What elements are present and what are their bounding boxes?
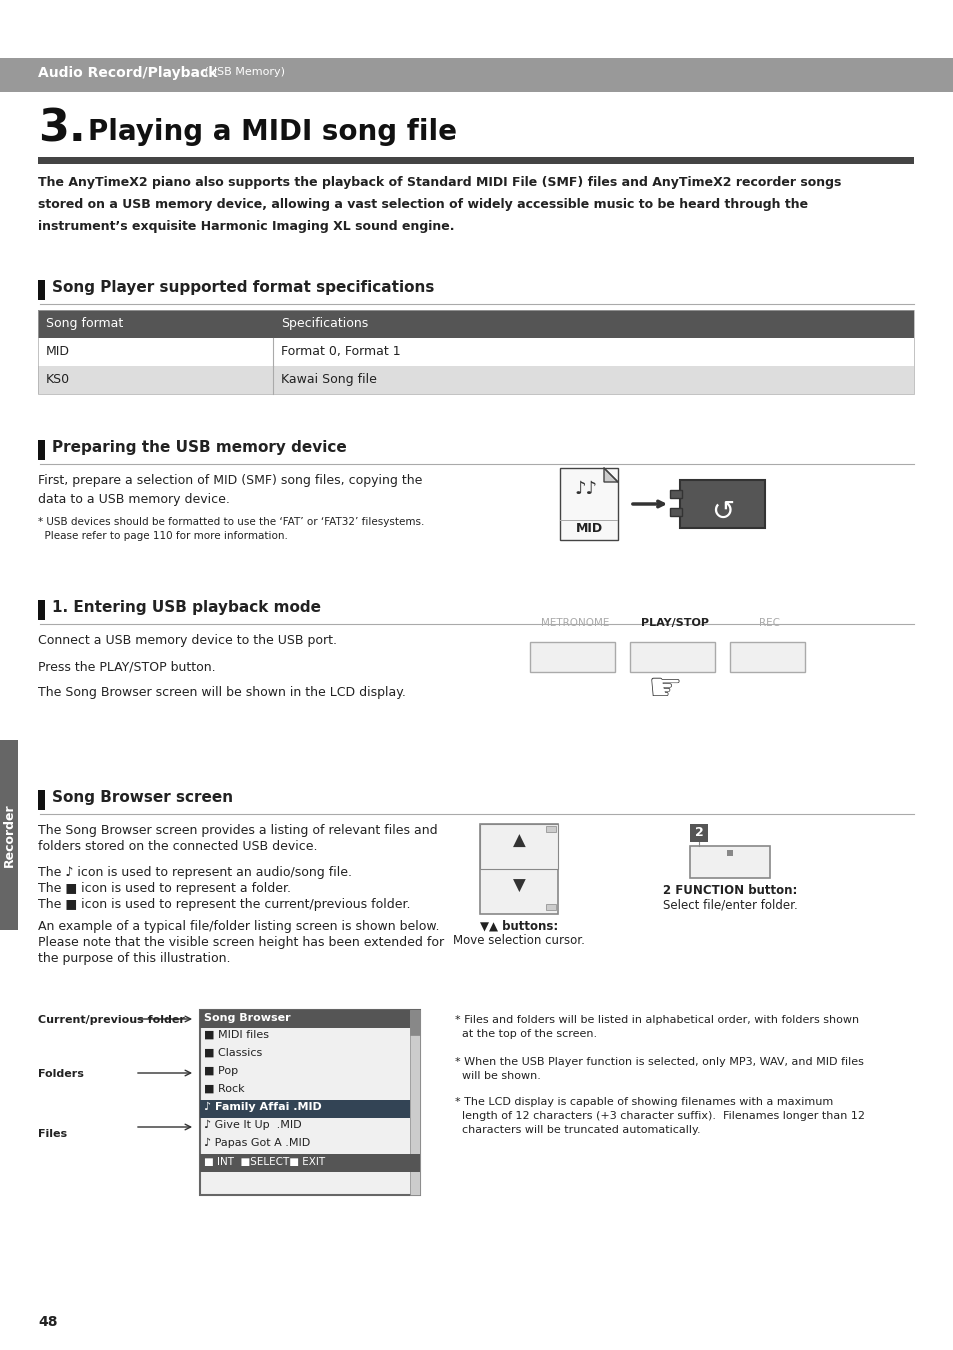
Text: ■ Classics: ■ Classics: [204, 1048, 262, 1058]
Bar: [0, 740, 18, 930]
Bar: [545, 826, 556, 832]
Text: First, prepare a selection of MID (SMF) song files, copying the: First, prepare a selection of MID (SMF) …: [38, 474, 422, 487]
Text: Current/previous folder: Current/previous folder: [38, 1015, 185, 1025]
Text: characters will be truncated automatically.: characters will be truncated automatical…: [455, 1125, 700, 1135]
Text: Please refer to page 110 for more information.: Please refer to page 110 for more inform…: [38, 531, 288, 541]
Text: The Song Browser screen provides a listing of relevant files and: The Song Browser screen provides a listi…: [38, 824, 437, 837]
Text: ■ INT  ■SELECT■ EXIT: ■ INT ■SELECT■ EXIT: [204, 1157, 325, 1166]
Text: at the top of the screen.: at the top of the screen.: [455, 1029, 597, 1040]
Text: Playing a MIDI song file: Playing a MIDI song file: [88, 117, 456, 146]
Text: Folders: Folders: [38, 1069, 84, 1079]
Text: Song Player supported format specifications: Song Player supported format specificati…: [52, 279, 434, 296]
Text: Audio Record/Playback: Audio Record/Playback: [38, 66, 217, 80]
Text: PLAY/STOP: PLAY/STOP: [640, 618, 708, 628]
Bar: [38, 157, 913, 163]
Text: REC: REC: [759, 618, 780, 628]
Text: Move selection cursor.: Move selection cursor.: [453, 934, 584, 946]
Text: data to a USB memory device.: data to a USB memory device.: [38, 493, 230, 506]
Polygon shape: [603, 468, 618, 482]
Text: Press the PLAY/STOP button.: Press the PLAY/STOP button.: [38, 660, 215, 674]
Bar: [679, 481, 764, 528]
Text: The Song Browser screen will be shown in the LCD display.: The Song Browser screen will be shown in…: [38, 686, 405, 699]
Text: KS0: KS0: [46, 373, 71, 386]
Text: Preparing the USB memory device: Preparing the USB memory device: [52, 440, 346, 455]
Text: ♪ Give It Up  .MID: ♪ Give It Up .MID: [204, 1120, 301, 1130]
Text: Select file/enter folder.: Select file/enter folder.: [662, 898, 797, 911]
Text: * When the USB Player function is selected, only MP3, WAV, and MID files: * When the USB Player function is select…: [455, 1057, 863, 1066]
Bar: [38, 599, 45, 620]
Bar: [530, 643, 615, 672]
Text: folders stored on the connected USB device.: folders stored on the connected USB devi…: [38, 840, 317, 853]
Text: ♪ Family Affai .MID: ♪ Family Affai .MID: [204, 1102, 321, 1112]
Text: Please note that the visible screen height has been extended for: Please note that the visible screen heig…: [38, 936, 444, 949]
Text: * USB devices should be formatted to use the ‘FAT’ or ‘FAT32’ filesystems.: * USB devices should be formatted to use…: [38, 517, 424, 526]
Text: ▼: ▼: [512, 878, 525, 895]
Bar: [38, 338, 913, 366]
Text: Format 0, Format 1: Format 0, Format 1: [281, 346, 400, 358]
Text: The ■ icon is used to represent a folder.: The ■ icon is used to represent a folder…: [38, 882, 291, 895]
Text: An example of a typical file/folder listing screen is shown below.: An example of a typical file/folder list…: [38, 919, 439, 933]
Text: * Files and folders will be listed in alphabetical order, with folders shown: * Files and folders will be listed in al…: [455, 1015, 859, 1025]
Bar: [669, 508, 681, 516]
Text: length of 12 characters (+3 character suffix).  Filenames longer than 12: length of 12 characters (+3 character su…: [455, 1111, 864, 1120]
Bar: [38, 790, 45, 810]
Bar: [689, 824, 707, 842]
Text: Song Browser screen: Song Browser screen: [52, 790, 233, 805]
Bar: [629, 643, 714, 672]
Text: The ■ icon is used to represent the current/previous folder.: The ■ icon is used to represent the curr…: [38, 898, 410, 911]
Text: * The LCD display is capable of showing filenames with a maximum: * The LCD display is capable of showing …: [455, 1098, 832, 1107]
Text: stored on a USB memory device, allowing a vast selection of widely accessible mu: stored on a USB memory device, allowing …: [38, 198, 807, 211]
Bar: [479, 824, 558, 869]
Bar: [200, 1010, 419, 1027]
Bar: [559, 468, 618, 540]
Text: ■ Rock: ■ Rock: [204, 1084, 244, 1094]
Bar: [200, 1010, 419, 1195]
Text: Files: Files: [38, 1129, 67, 1139]
Text: ■ MIDI files: ■ MIDI files: [204, 1030, 269, 1040]
Text: ♪ Papas Got A .MID: ♪ Papas Got A .MID: [204, 1138, 310, 1149]
Text: the purpose of this illustration.: the purpose of this illustration.: [38, 952, 231, 965]
Text: Specifications: Specifications: [281, 317, 368, 329]
Bar: [479, 824, 558, 914]
Text: ☞: ☞: [647, 670, 682, 707]
Text: (USB Memory): (USB Memory): [201, 68, 285, 77]
Bar: [38, 310, 913, 338]
Text: MID: MID: [46, 346, 70, 358]
Text: Song Browser: Song Browser: [204, 1012, 291, 1023]
Text: The ♪ icon is used to represent an audio/song file.: The ♪ icon is used to represent an audio…: [38, 865, 352, 879]
Text: 48: 48: [38, 1315, 57, 1328]
Bar: [38, 440, 45, 460]
Bar: [200, 1100, 410, 1118]
Bar: [669, 490, 681, 498]
Bar: [726, 850, 732, 856]
Bar: [729, 643, 804, 672]
Text: ▲: ▲: [512, 832, 525, 850]
Bar: [689, 846, 769, 878]
Text: Song format: Song format: [46, 317, 123, 329]
Bar: [38, 310, 913, 394]
Bar: [0, 58, 953, 92]
Text: METRONOME: METRONOME: [540, 618, 609, 628]
Text: 3.: 3.: [38, 108, 86, 151]
Text: ▼▲ buttons:: ▼▲ buttons:: [479, 919, 558, 933]
Text: The AnyTimeX2 piano also supports the playback of Standard MIDI File (SMF) files: The AnyTimeX2 piano also supports the pl…: [38, 176, 841, 189]
Bar: [410, 1010, 419, 1195]
Text: 1. Entering USB playback mode: 1. Entering USB playback mode: [52, 599, 320, 616]
Bar: [38, 279, 45, 300]
Bar: [38, 366, 913, 394]
Text: ↺: ↺: [710, 498, 734, 526]
Text: 2 FUNCTION button:: 2 FUNCTION button:: [662, 884, 797, 896]
Text: 2: 2: [694, 826, 702, 838]
Bar: [545, 904, 556, 910]
Text: ■ Pop: ■ Pop: [204, 1066, 238, 1076]
Bar: [200, 1154, 419, 1172]
Text: Connect a USB memory device to the USB port.: Connect a USB memory device to the USB p…: [38, 634, 336, 647]
Text: ♪♪: ♪♪: [574, 481, 597, 498]
Text: MID: MID: [575, 522, 602, 535]
Text: Kawai Song file: Kawai Song file: [281, 373, 376, 386]
Bar: [410, 1010, 419, 1035]
Text: will be shown.: will be shown.: [455, 1071, 540, 1081]
Text: instrument’s exquisite Harmonic Imaging XL sound engine.: instrument’s exquisite Harmonic Imaging …: [38, 220, 454, 234]
Text: Recorder: Recorder: [3, 803, 15, 867]
